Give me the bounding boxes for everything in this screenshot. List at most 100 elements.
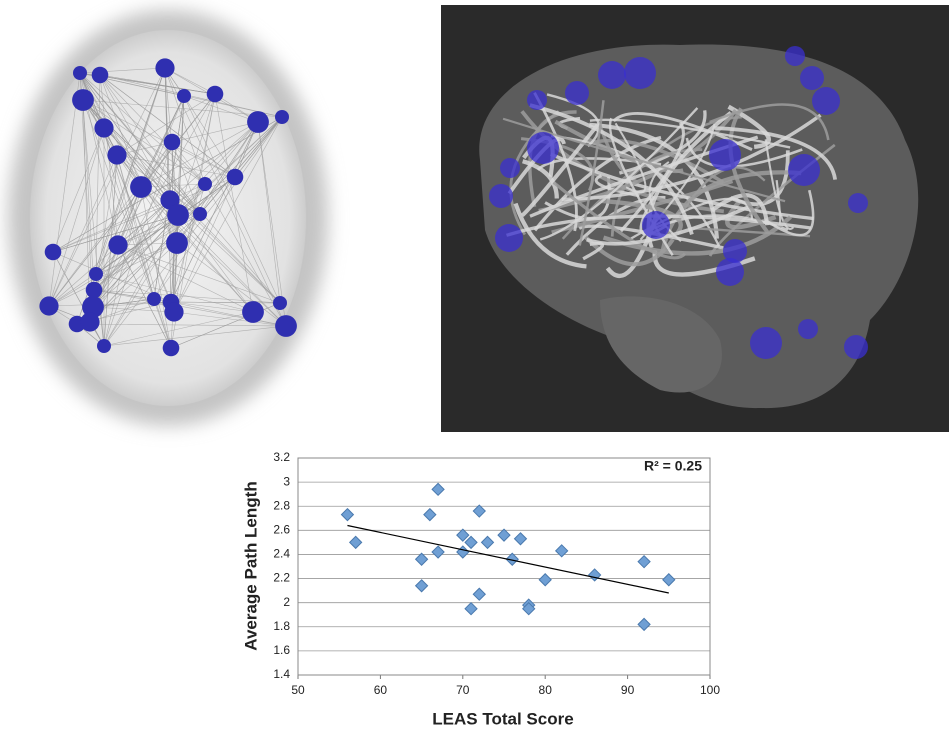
point	[414, 552, 429, 566]
edge	[116, 154, 236, 178]
y-tick-label: 2.6	[273, 523, 290, 537]
point	[513, 532, 528, 546]
point	[538, 573, 552, 587]
edge	[171, 141, 236, 178]
point	[662, 573, 676, 587]
node	[709, 139, 741, 171]
edge	[103, 127, 281, 304]
edge	[171, 141, 206, 185]
fiber	[612, 111, 753, 152]
node	[39, 296, 59, 316]
node	[163, 133, 181, 151]
edge	[95, 199, 171, 275]
node	[489, 184, 513, 208]
edge	[99, 74, 201, 215]
node	[130, 176, 152, 198]
point	[423, 507, 437, 522]
point	[456, 545, 470, 559]
edge	[99, 74, 236, 178]
point	[464, 535, 478, 550]
x-tick-label: 100	[700, 683, 720, 697]
edge	[92, 199, 171, 308]
x-axis-title: LEAS Total Score	[432, 709, 573, 728]
edge	[170, 121, 259, 303]
edge	[173, 311, 287, 327]
edge	[48, 127, 105, 307]
node	[750, 327, 782, 359]
edge	[169, 121, 259, 201]
fiber	[521, 159, 559, 199]
fiber	[764, 189, 815, 237]
point	[472, 587, 486, 601]
point	[472, 504, 486, 518]
y-axis-title: Average Path Length	[241, 481, 260, 650]
node	[44, 243, 62, 261]
node	[495, 224, 523, 252]
point	[637, 617, 651, 632]
fiber	[582, 241, 604, 261]
node	[723, 239, 747, 263]
y-tick-label: 2.4	[273, 547, 290, 561]
edge	[52, 214, 179, 253]
edge	[116, 121, 259, 156]
edge	[164, 67, 172, 303]
x-tick-label: 60	[374, 683, 388, 697]
edge	[117, 214, 179, 246]
edge	[82, 99, 236, 178]
fiber	[714, 126, 838, 180]
edge	[177, 93, 216, 216]
edge	[140, 121, 259, 188]
point	[587, 568, 602, 582]
node	[107, 145, 127, 165]
point	[348, 535, 363, 550]
edge	[48, 141, 173, 307]
edge	[170, 183, 206, 303]
edge	[183, 95, 259, 123]
edge	[140, 186, 254, 313]
node	[167, 204, 189, 226]
node	[247, 111, 269, 133]
edge	[117, 244, 254, 313]
edge	[95, 273, 254, 313]
node	[798, 319, 818, 339]
edge	[116, 93, 216, 156]
node	[275, 110, 289, 124]
edge	[103, 311, 254, 347]
edge	[116, 154, 178, 244]
node	[177, 89, 191, 103]
point	[497, 528, 511, 542]
fiber	[533, 135, 662, 232]
edge	[176, 121, 259, 244]
node	[80, 312, 100, 332]
y-tick-label: 2.8	[273, 498, 290, 512]
x-tick-label: 70	[456, 683, 470, 697]
point	[340, 507, 355, 522]
y-tick-label: 3.2	[273, 450, 290, 464]
network-nodes	[39, 58, 297, 357]
x-tick-label: 90	[621, 683, 635, 697]
point	[431, 545, 445, 559]
edge	[82, 99, 142, 188]
node	[97, 339, 111, 353]
fiber	[578, 100, 605, 246]
edge	[176, 242, 287, 327]
node	[91, 66, 109, 84]
edge	[173, 93, 216, 313]
fiber	[764, 139, 795, 230]
sagittal-brain-image	[441, 5, 949, 432]
edge	[140, 186, 172, 349]
edge	[48, 199, 171, 307]
fiber	[600, 198, 683, 235]
fiber	[584, 235, 675, 267]
edge	[199, 116, 283, 215]
edge	[170, 301, 287, 327]
edge	[214, 93, 254, 313]
node	[198, 177, 212, 191]
node	[108, 235, 128, 255]
edge	[95, 74, 101, 275]
edge	[103, 183, 206, 347]
edge	[79, 72, 178, 244]
fiber	[520, 110, 725, 214]
fiber	[552, 181, 687, 260]
